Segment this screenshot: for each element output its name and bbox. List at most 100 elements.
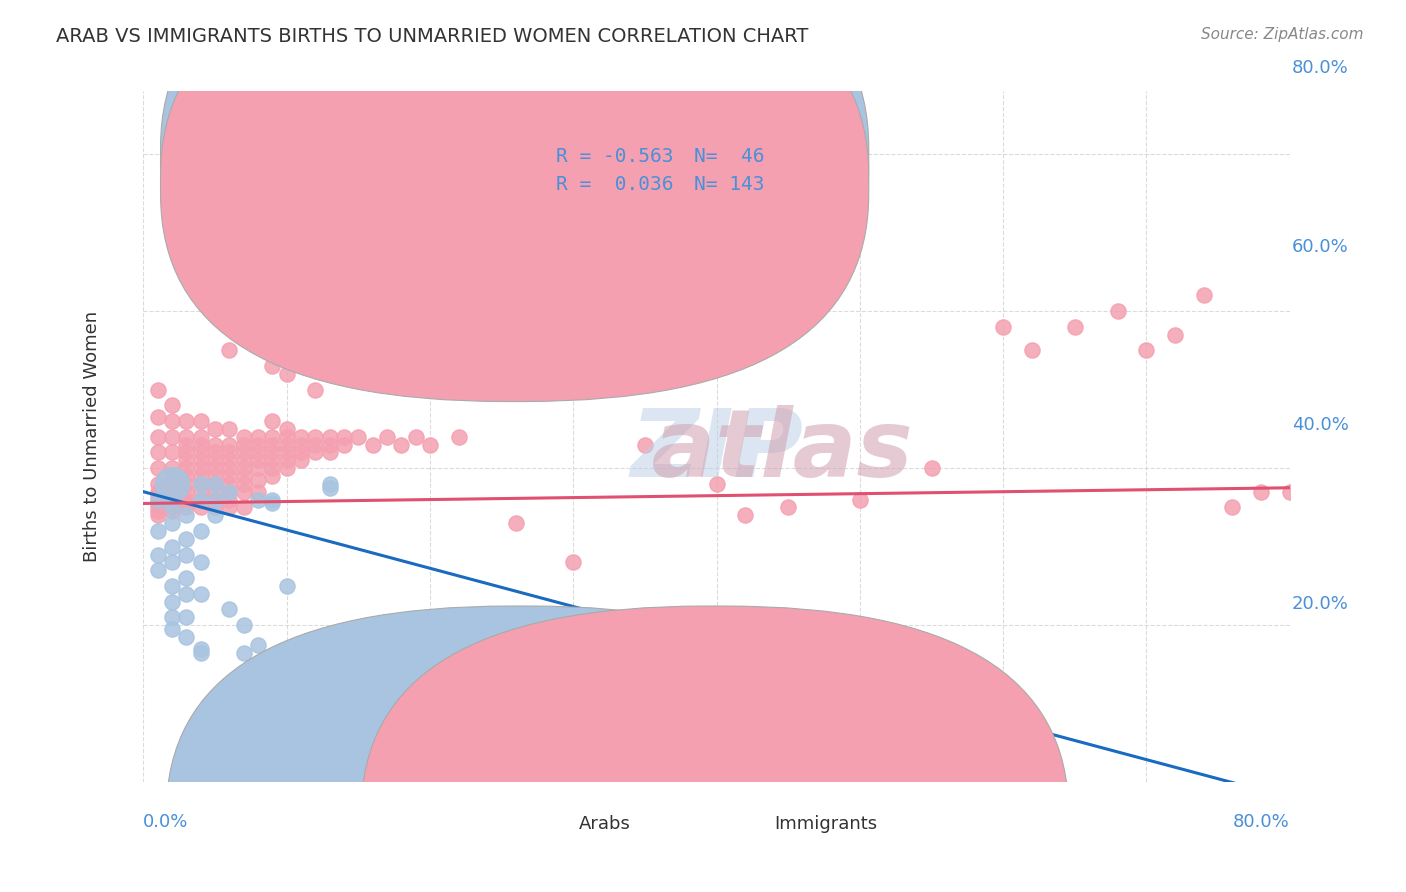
Point [318, 445, 340, 459]
Point [176, 430, 198, 444]
Point [146, 383, 169, 397]
Text: Source: ZipAtlas.com: Source: ZipAtlas.com [1201, 27, 1364, 42]
Point [232, 476, 254, 491]
Point [706, 476, 728, 491]
FancyBboxPatch shape [166, 606, 873, 892]
Text: 40.0%: 40.0% [1292, 417, 1348, 434]
Point [146, 496, 169, 510]
Point [246, 484, 269, 499]
Point [176, 476, 198, 491]
Point [232, 430, 254, 444]
Point [533, 343, 555, 358]
Point [218, 484, 240, 499]
Point [176, 414, 198, 428]
Point [218, 343, 240, 358]
Point [190, 445, 212, 459]
Point [204, 508, 226, 523]
Point [246, 445, 269, 459]
Point [318, 476, 340, 491]
Point [318, 351, 340, 366]
Point [176, 437, 198, 451]
Point [160, 504, 183, 518]
Point [176, 484, 198, 499]
Point [190, 437, 212, 451]
Point [734, 508, 756, 523]
Point [204, 422, 226, 436]
Point [375, 359, 398, 373]
Point [333, 327, 356, 342]
Text: ARAB VS IMMIGRANTS BIRTHS TO UNMARRIED WOMEN CORRELATION CHART: ARAB VS IMMIGRANTS BIRTHS TO UNMARRIED W… [56, 27, 808, 45]
Text: 80.0%: 80.0% [1233, 814, 1289, 831]
Point [246, 453, 269, 467]
Point [290, 437, 312, 451]
Point [921, 461, 943, 475]
FancyBboxPatch shape [160, 0, 869, 401]
Point [634, 437, 657, 451]
Point [190, 646, 212, 660]
Point [160, 476, 183, 491]
Point [304, 343, 326, 358]
Point [246, 461, 269, 475]
Point [160, 414, 183, 428]
Text: 0.0%: 0.0% [143, 814, 188, 831]
Point [160, 555, 183, 569]
Point [290, 453, 312, 467]
Point [204, 445, 226, 459]
Point [160, 610, 183, 624]
Point [160, 500, 183, 515]
Point [1021, 343, 1043, 358]
Point [218, 453, 240, 467]
Point [778, 500, 800, 515]
Point [290, 445, 312, 459]
Point [232, 461, 254, 475]
Text: ZIP: ZIP [630, 405, 803, 497]
Point [190, 469, 212, 483]
Point [160, 594, 183, 608]
Point [160, 496, 183, 510]
Point [262, 414, 284, 428]
Point [160, 445, 183, 459]
Point [218, 602, 240, 616]
Text: atlas: atlas [520, 405, 912, 497]
Point [562, 555, 585, 569]
Point [146, 484, 169, 499]
Text: 80.0%: 80.0% [1292, 60, 1348, 78]
Point [232, 453, 254, 467]
Point [849, 492, 872, 507]
Point [176, 453, 198, 467]
Point [176, 445, 198, 459]
Point [190, 476, 212, 491]
Point [1021, 720, 1043, 734]
Text: Immigrants: Immigrants [773, 814, 877, 832]
Point [276, 461, 298, 475]
Point [304, 218, 326, 232]
Point [1164, 327, 1187, 342]
Point [146, 563, 169, 577]
Point [262, 496, 284, 510]
Point [304, 430, 326, 444]
Point [160, 516, 183, 530]
Point [204, 437, 226, 451]
Point [232, 437, 254, 451]
Point [146, 548, 169, 562]
Point [190, 461, 212, 475]
Point [160, 579, 183, 593]
Point [491, 618, 513, 632]
Point [419, 630, 441, 644]
Text: R =  0.036: R = 0.036 [555, 175, 673, 194]
Point [232, 618, 254, 632]
Point [262, 359, 284, 373]
Point [262, 445, 284, 459]
Point [218, 437, 240, 451]
Point [1250, 484, 1272, 499]
Point [1135, 343, 1157, 358]
FancyBboxPatch shape [160, 0, 869, 374]
Point [276, 453, 298, 467]
Point [262, 437, 284, 451]
Point [304, 445, 326, 459]
Point [276, 579, 298, 593]
Point [232, 484, 254, 499]
Point [190, 555, 212, 569]
Text: N=  46: N= 46 [693, 147, 763, 167]
Point [204, 492, 226, 507]
